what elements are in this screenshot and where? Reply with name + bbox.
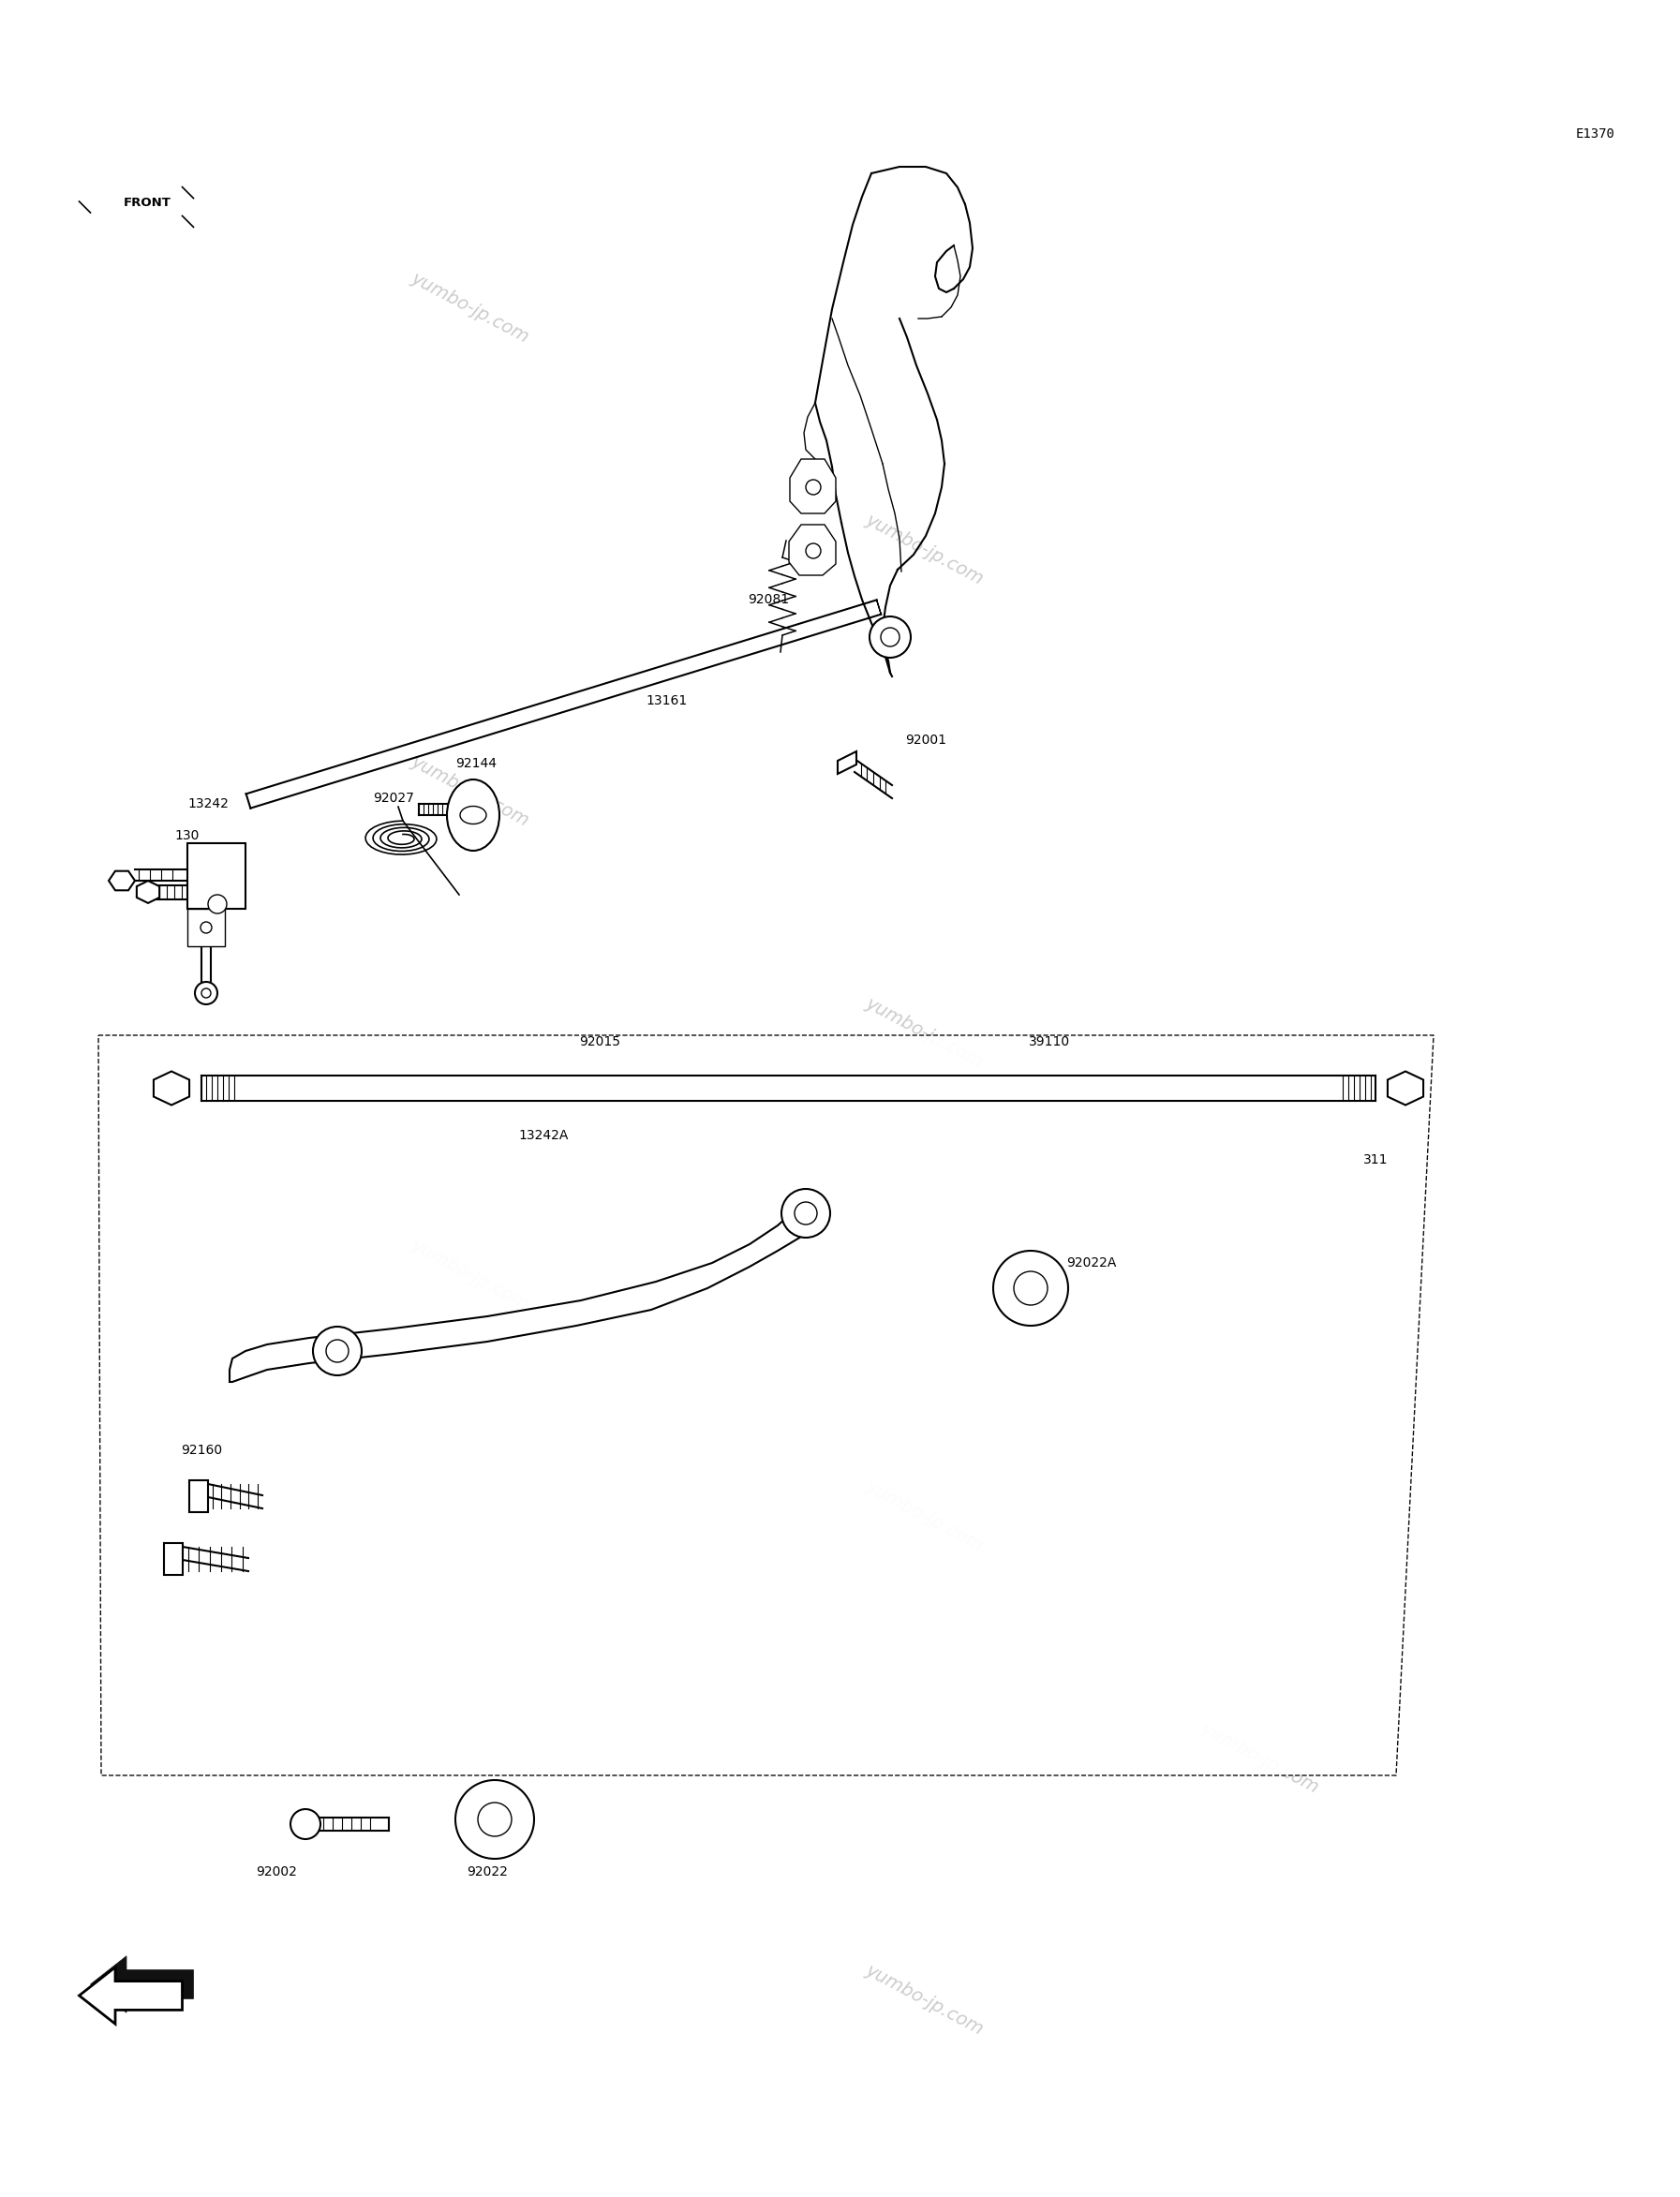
Text: 92001: 92001 bbox=[906, 734, 946, 747]
Text: yumbo-jp.com: yumbo-jp.com bbox=[1198, 1718, 1322, 1797]
Text: FRONT: FRONT bbox=[123, 198, 171, 209]
Text: 92002: 92002 bbox=[255, 1865, 297, 1878]
Text: yumbo-jp.com: yumbo-jp.com bbox=[408, 751, 533, 830]
Text: 13242A: 13242A bbox=[519, 1129, 568, 1142]
Ellipse shape bbox=[460, 806, 486, 824]
Polygon shape bbox=[165, 1542, 183, 1575]
Text: yumbo-jp.com: yumbo-jp.com bbox=[862, 510, 986, 589]
Text: 92160: 92160 bbox=[181, 1443, 222, 1457]
Ellipse shape bbox=[447, 780, 499, 850]
Circle shape bbox=[806, 543, 822, 558]
Polygon shape bbox=[188, 844, 245, 910]
Polygon shape bbox=[190, 1481, 208, 1512]
Circle shape bbox=[455, 1780, 534, 1859]
Circle shape bbox=[870, 617, 911, 657]
Text: yumbo-jp.com: yumbo-jp.com bbox=[862, 993, 986, 1072]
Text: yumbo-jp.com: yumbo-jp.com bbox=[408, 268, 533, 347]
Polygon shape bbox=[188, 910, 225, 947]
Text: 92022: 92022 bbox=[467, 1865, 507, 1878]
Circle shape bbox=[202, 989, 210, 997]
Polygon shape bbox=[790, 459, 835, 514]
Circle shape bbox=[312, 1327, 361, 1375]
Circle shape bbox=[795, 1202, 816, 1224]
Text: E1370: E1370 bbox=[1576, 127, 1614, 141]
Circle shape bbox=[208, 894, 227, 914]
Circle shape bbox=[200, 923, 212, 934]
Circle shape bbox=[1013, 1272, 1048, 1305]
Text: yumbo-jp.com: yumbo-jp.com bbox=[862, 1960, 986, 2039]
Circle shape bbox=[477, 1802, 512, 1837]
Text: 39110: 39110 bbox=[1028, 1035, 1070, 1048]
Circle shape bbox=[195, 982, 217, 1004]
Polygon shape bbox=[1388, 1072, 1423, 1105]
Text: 311: 311 bbox=[1362, 1153, 1388, 1167]
Polygon shape bbox=[230, 1202, 820, 1382]
Circle shape bbox=[291, 1808, 321, 1839]
Text: 13161: 13161 bbox=[647, 694, 687, 707]
Polygon shape bbox=[79, 1966, 181, 2023]
Text: 130: 130 bbox=[175, 828, 200, 841]
Polygon shape bbox=[99, 1035, 1433, 1775]
Text: 92081: 92081 bbox=[748, 593, 790, 606]
Text: yumbo-jp.com: yumbo-jp.com bbox=[408, 1235, 533, 1314]
Circle shape bbox=[880, 628, 899, 646]
Text: 13242: 13242 bbox=[188, 798, 228, 811]
Polygon shape bbox=[838, 751, 857, 773]
Text: 92144: 92144 bbox=[455, 758, 497, 771]
Circle shape bbox=[326, 1340, 348, 1362]
Polygon shape bbox=[136, 881, 160, 903]
Polygon shape bbox=[109, 870, 134, 890]
Text: 92027: 92027 bbox=[373, 791, 413, 804]
Circle shape bbox=[993, 1250, 1068, 1325]
Text: 92015: 92015 bbox=[580, 1035, 620, 1048]
Circle shape bbox=[781, 1189, 830, 1237]
Text: 92022A: 92022A bbox=[1067, 1257, 1117, 1270]
Polygon shape bbox=[790, 525, 835, 576]
Circle shape bbox=[806, 479, 822, 494]
Text: yumbo-jp.com: yumbo-jp.com bbox=[862, 1476, 986, 1555]
Polygon shape bbox=[153, 1072, 190, 1105]
Polygon shape bbox=[91, 1955, 193, 2012]
